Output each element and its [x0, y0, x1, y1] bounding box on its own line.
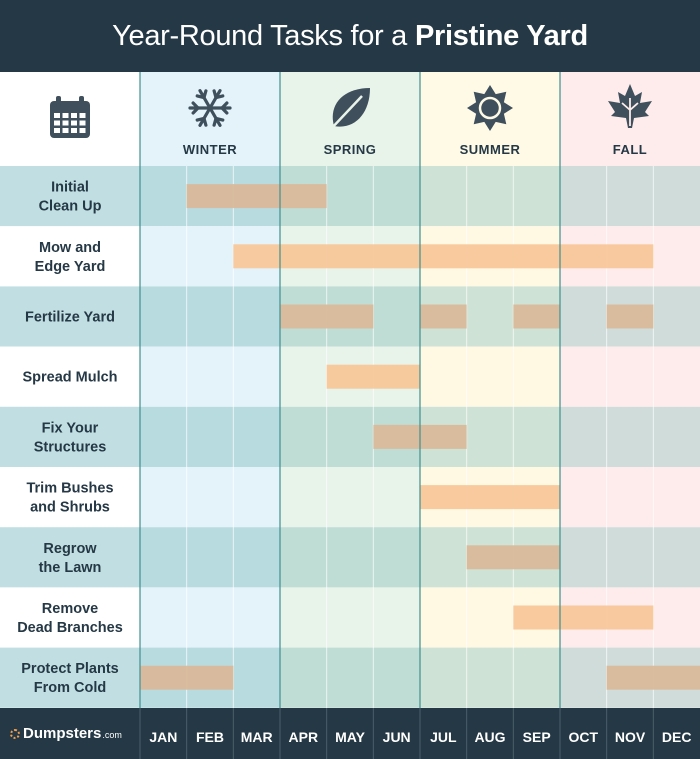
- row-cell-bg: [560, 467, 700, 528]
- footer-bar: [0, 708, 700, 759]
- task-bar: [466, 545, 560, 570]
- row-label-bg: [0, 647, 140, 708]
- task-label: Mow and: [39, 240, 101, 256]
- task-bar: [513, 304, 560, 329]
- row-cell-bg: [140, 587, 280, 648]
- row-cell-bg: [560, 527, 700, 588]
- task-label: Trim Bushes: [26, 481, 113, 497]
- task-label: Structures: [34, 439, 107, 455]
- row-cell-bg: [140, 467, 280, 528]
- row-cell-bg: [140, 346, 280, 407]
- row-cell-bg: [560, 166, 700, 227]
- task-label: Protect Plants: [21, 661, 119, 677]
- task-label: Spread Mulch: [22, 370, 117, 386]
- task-bar: [420, 304, 467, 329]
- logo-text: Dumpsters: [23, 725, 102, 742]
- task-label: From Cold: [34, 680, 107, 696]
- row-cell-bg: [280, 587, 420, 648]
- snowflake-icon: [188, 89, 232, 127]
- task-label: and Shrubs: [30, 500, 110, 516]
- page-title-emphasis: Pristine Yard: [414, 19, 588, 52]
- month-label-jun: JUN: [383, 729, 411, 745]
- month-label-may: MAY: [335, 729, 365, 745]
- month-label-aug: AUG: [474, 729, 505, 745]
- task-label: Fertilize Yard: [25, 310, 115, 326]
- row-cell-bg: [280, 467, 420, 528]
- row-cell-bg: [280, 647, 420, 708]
- row-cell-bg: [560, 406, 700, 467]
- task-label: Fix Your: [42, 420, 99, 436]
- month-label-apr: APR: [289, 729, 319, 745]
- task-label: the Lawn: [39, 560, 102, 576]
- season-label-spring: SPRING: [324, 142, 377, 157]
- leaf-icon: [329, 88, 370, 131]
- title-bar: Year-Round Tasks for a Pristine Yard: [0, 0, 700, 72]
- task-label: Remove: [42, 601, 98, 617]
- task-bar: [326, 364, 420, 389]
- month-label-sep: SEP: [523, 729, 551, 745]
- task-label: Edge Yard: [35, 259, 106, 275]
- row-label-bg: [0, 286, 140, 347]
- row-cell-bg: [420, 647, 560, 708]
- calendar-icon: [50, 96, 90, 138]
- month-label-nov: NOV: [615, 729, 646, 745]
- row-label-bg: [0, 346, 140, 407]
- task-label: Initial: [51, 180, 89, 196]
- month-label-feb: FEB: [196, 729, 224, 745]
- month-label-jul: JUL: [430, 729, 457, 745]
- row-label-bg: [0, 587, 140, 648]
- month-label-mar: MAR: [241, 729, 273, 745]
- season-label-fall: FALL: [613, 142, 648, 157]
- page-title: Year-Round Tasks for a: [112, 19, 407, 52]
- row-cell-bg: [420, 166, 560, 227]
- task-bar: [140, 665, 234, 690]
- task-label: Clean Up: [39, 199, 102, 215]
- task-bar: [186, 184, 327, 209]
- season-header-winter: [140, 72, 280, 166]
- row-cell-bg: [140, 286, 280, 347]
- row-label-bg: [0, 406, 140, 467]
- task-bar: [606, 304, 654, 329]
- task-bar: [233, 244, 654, 269]
- logo-mark-icon: [10, 728, 20, 739]
- month-label-jan: JAN: [149, 729, 177, 745]
- row-label-bg: [0, 166, 140, 227]
- task-bar: [606, 665, 700, 690]
- logo-suffix: .com: [102, 730, 122, 740]
- maple-leaf-icon: [608, 84, 652, 128]
- season-label-summer: SUMMER: [460, 142, 521, 157]
- row-cell-bg: [560, 346, 700, 407]
- row-label-bg: [0, 527, 140, 588]
- row-label-bg: [0, 467, 140, 528]
- row-label-bg: [0, 226, 140, 287]
- season-label-winter: WINTER: [183, 142, 237, 157]
- task-bar: [280, 304, 374, 329]
- month-label-oct: OCT: [569, 729, 599, 745]
- row-cell-bg: [140, 406, 280, 467]
- task-label: Regrow: [43, 541, 97, 557]
- row-cell-bg: [280, 527, 420, 588]
- sun-icon: [467, 85, 513, 131]
- row-cell-bg: [140, 527, 280, 588]
- dumpsters-logo: Dumpsters .com: [10, 708, 135, 759]
- task-bar: [513, 605, 654, 630]
- task-label: Dead Branches: [17, 620, 123, 636]
- row-cell-bg: [420, 346, 560, 407]
- task-bar: [420, 485, 560, 510]
- month-label-dec: DEC: [662, 729, 692, 745]
